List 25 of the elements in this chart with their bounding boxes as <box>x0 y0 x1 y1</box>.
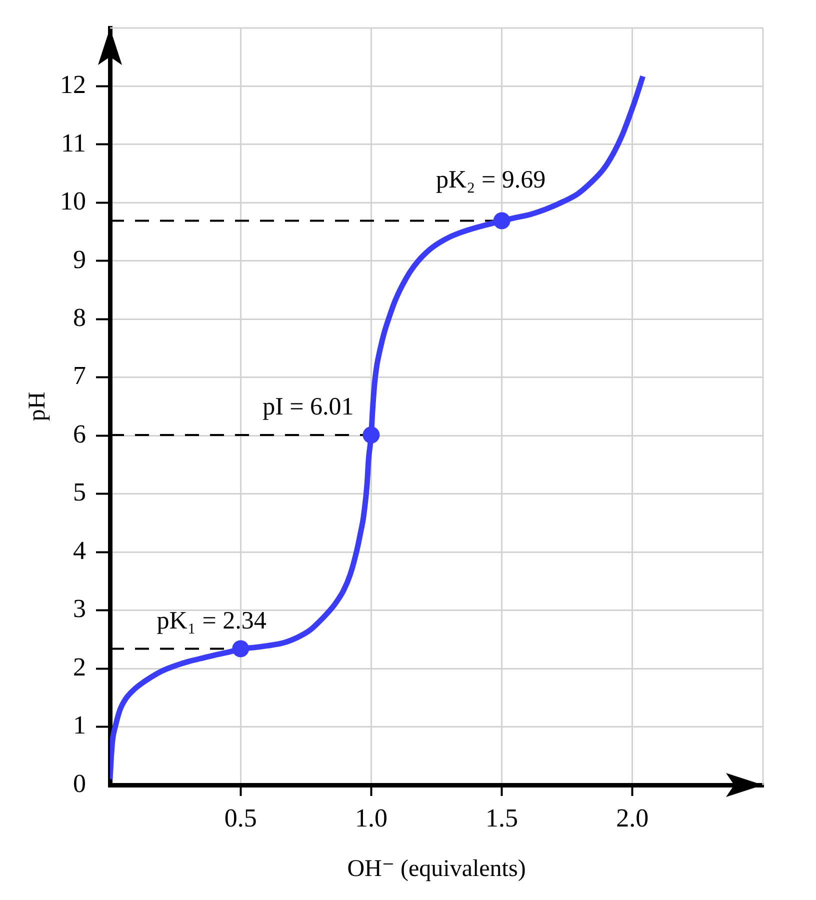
x-tick-label: 1.5 <box>486 803 518 832</box>
y-tick-label: 12 <box>60 70 86 100</box>
y-tick-label: 8 <box>73 302 86 332</box>
data-label: pI = 6.01 <box>262 394 354 421</box>
y-tick-label: 0 <box>73 768 86 798</box>
y-tick-label: 3 <box>73 594 86 624</box>
y-axis-title: pH <box>24 392 51 422</box>
y-tick-label: 4 <box>73 536 86 565</box>
y-tick-label: 2 <box>73 652 86 682</box>
y-tick-label: 10 <box>60 186 86 216</box>
point <box>493 212 510 230</box>
x-tick-label: 0.5 <box>224 803 257 832</box>
y-tick-label: 6 <box>73 419 86 448</box>
y-tick-label: 1 <box>73 710 86 740</box>
point <box>232 640 250 658</box>
y-tick-label: 11 <box>60 128 86 158</box>
x-axis-title: OH⁻ (equivalents) <box>347 856 526 882</box>
x-tick-label: 2.0 <box>616 803 649 832</box>
data-label: pK₂ = 9.69 <box>436 166 546 194</box>
y-tick-label: 7 <box>73 361 86 390</box>
point <box>362 426 380 444</box>
y-tick-label: 9 <box>73 244 86 274</box>
x-tick-label: 1.0 <box>354 803 388 832</box>
y-tick-label: 5 <box>73 478 86 507</box>
data-label: pK₁ = 2.34 <box>156 607 267 634</box>
